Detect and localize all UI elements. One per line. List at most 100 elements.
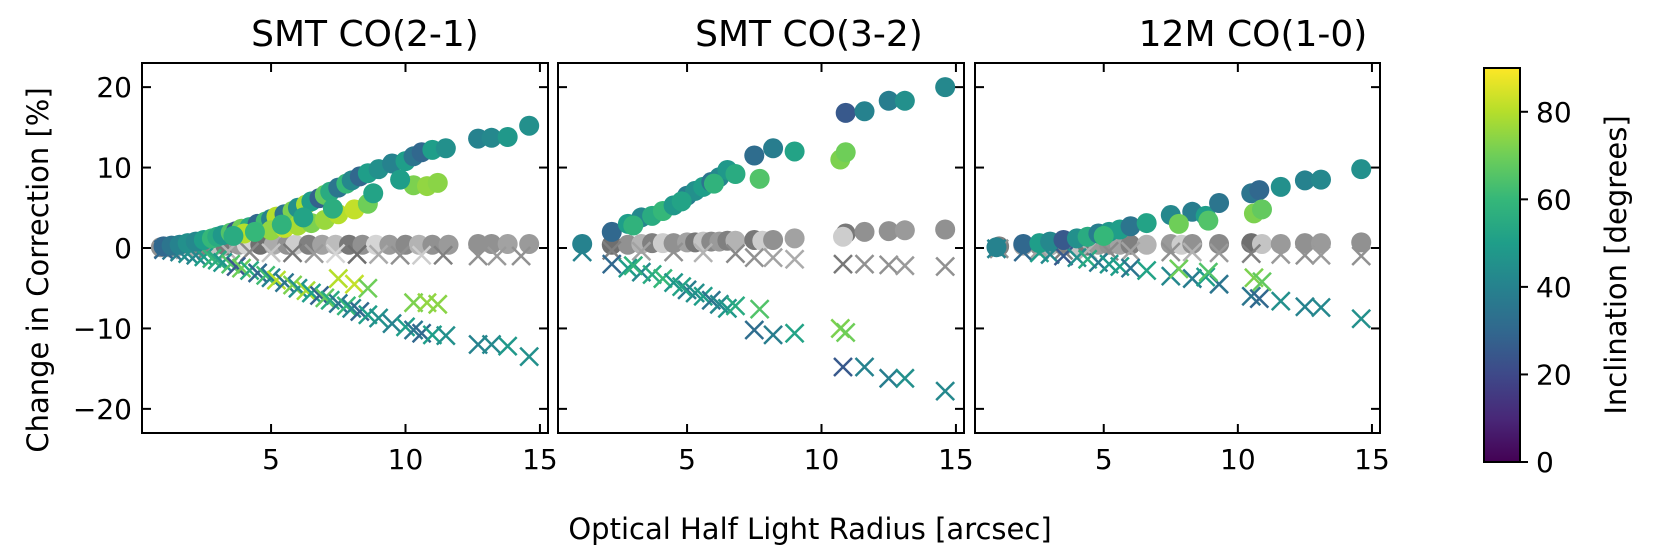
data-cross — [935, 381, 956, 402]
y-tick-label: 10 — [96, 152, 132, 185]
data-point — [725, 164, 746, 184]
gray-cross — [325, 243, 346, 264]
data-cross — [336, 296, 357, 316]
colorbar-gradient — [1483, 67, 1521, 463]
gray-cross — [347, 244, 367, 265]
data-point — [244, 221, 265, 242]
data-cross — [601, 254, 622, 274]
data-cross — [835, 322, 856, 343]
data-point — [749, 168, 770, 189]
data-point — [271, 214, 292, 235]
gray-cross — [878, 255, 899, 275]
data-point — [894, 90, 915, 111]
x-tick-label: 5 — [262, 443, 280, 476]
data-point — [435, 138, 456, 159]
data-cross — [357, 304, 378, 325]
data-layer — [986, 159, 1372, 329]
data-point — [1120, 216, 1141, 237]
colorbar: Inclination [degrees] 0 20 40 60 80 — [1483, 67, 1633, 479]
gray-point — [833, 226, 854, 247]
gray-point — [763, 229, 784, 250]
colorbar-label: Inclination [degrees] — [1599, 115, 1633, 414]
data-cross — [220, 254, 241, 274]
gray-cross — [1241, 243, 1262, 264]
panel-title-smt-co21: SMT CO(2-1) — [251, 14, 479, 55]
panel-plot-area: −20 −10 0 10 20 5 10 15 — [73, 62, 558, 476]
gray-point — [1120, 234, 1141, 255]
data-point — [293, 207, 314, 228]
gray-cross — [1182, 242, 1203, 262]
data-point — [784, 141, 805, 162]
data-cross — [481, 334, 502, 355]
x-tick-label: 10 — [1220, 443, 1256, 476]
data-cross — [497, 336, 518, 357]
gray-cross — [744, 247, 765, 268]
data-cross — [1168, 259, 1189, 279]
data-cross — [744, 320, 765, 340]
gray-cross — [1160, 242, 1181, 262]
data-cross — [357, 278, 378, 299]
data-cross — [261, 267, 281, 288]
data-cross — [671, 276, 692, 297]
data-point — [322, 198, 343, 219]
y-tick-label: −20 — [73, 393, 132, 426]
x-tick-label: 5 — [678, 443, 696, 476]
data-cross — [212, 252, 233, 273]
gray-point — [1209, 233, 1230, 254]
data-cross — [1120, 258, 1141, 278]
data-cross — [618, 258, 638, 278]
gray-cross — [1120, 241, 1141, 262]
panel-smt-co32: SMT CO(3-2) 5 10 15 — [557, 14, 974, 476]
gray-point — [1351, 232, 1372, 253]
data-cross — [344, 274, 365, 295]
data-point — [1249, 180, 1270, 201]
gray-cross — [763, 247, 783, 268]
data-point — [835, 102, 856, 123]
data-point — [1310, 169, 1331, 190]
gray-cross — [511, 246, 531, 266]
data-point — [1198, 210, 1219, 231]
gray-cross — [854, 254, 875, 274]
data-cross — [854, 357, 875, 377]
data-cross — [1311, 297, 1331, 318]
data-point — [744, 145, 765, 166]
gray-cross — [935, 256, 956, 277]
data-cross — [1198, 262, 1219, 283]
gray-point — [1136, 234, 1157, 255]
panel-title-smt-co32: SMT CO(3-2) — [695, 14, 923, 55]
data-cross — [296, 280, 316, 301]
data-point — [1251, 199, 1272, 220]
panel-smt-co21: SMT CO(2-1) −20 −10 0 10 20 5 10 15 — [73, 14, 558, 476]
data-cross — [763, 324, 783, 345]
data-point — [878, 90, 899, 111]
data-layer — [572, 77, 956, 402]
gray-cross — [725, 243, 746, 264]
gray-cross — [693, 242, 714, 263]
data-cross — [725, 296, 746, 316]
gray-point — [854, 221, 875, 242]
panel-12m-co10: 12M CO(1-0) 5 10 15 — [974, 14, 1390, 476]
gray-point — [784, 228, 805, 249]
gray-cross — [1351, 246, 1372, 266]
data-cross — [642, 264, 662, 285]
data-cross — [309, 285, 330, 306]
gray-point — [894, 220, 915, 241]
gray-cross — [1209, 242, 1229, 263]
data-point — [1013, 233, 1034, 254]
data-cross — [314, 287, 335, 308]
data-cross — [1077, 249, 1098, 270]
data-point — [703, 173, 724, 194]
data-cross — [207, 250, 228, 270]
data-point — [763, 138, 784, 159]
gray-point — [878, 221, 899, 242]
data-point — [1209, 192, 1230, 213]
gray-cross — [784, 249, 805, 270]
data-point — [223, 225, 244, 246]
gray-cross — [282, 242, 303, 263]
data-point — [427, 172, 448, 193]
data-cross — [833, 357, 853, 377]
data-cross — [226, 256, 246, 277]
data-cross — [519, 346, 540, 367]
data-point — [1136, 213, 1157, 234]
